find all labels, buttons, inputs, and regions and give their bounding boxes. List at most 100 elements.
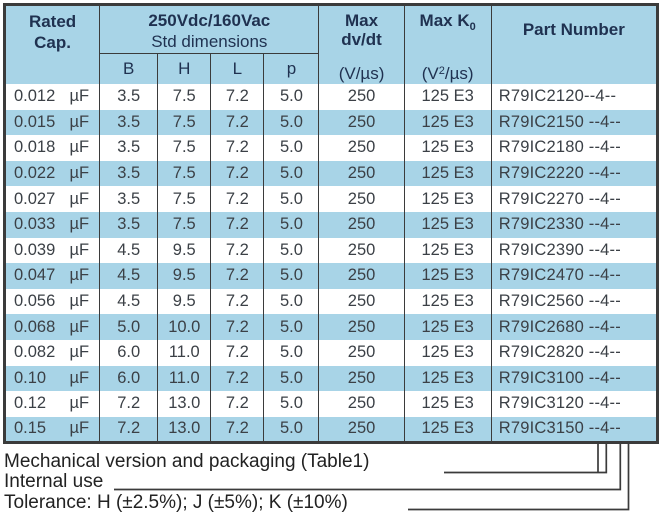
dim-b-cell: 3.5 — [99, 109, 158, 136]
cap-unit: µF — [69, 164, 90, 183]
dim-b-cell: 3.5 — [99, 186, 158, 212]
dim-p-cell: 5.0 — [263, 314, 319, 340]
cap-unit: µF — [69, 394, 90, 413]
k0-cell: 125 E3 — [403, 211, 492, 238]
dim-l-cell: 7.2 — [210, 186, 264, 212]
dim-p-cell: 5.0 — [263, 109, 319, 136]
dim-h-cell: 13.0 — [157, 416, 211, 443]
header-dimensions: 250Vdc/160Vac Std dimensions — [99, 4, 319, 54]
dvdt-cell: 250 — [318, 237, 405, 264]
rated-cap-cell: 0.047 µF — [4, 263, 100, 289]
dim-p-cell: 5.0 — [263, 135, 319, 161]
dim-l-cell: 7.2 — [210, 314, 264, 340]
k0-cell: 125 E3 — [403, 109, 492, 136]
dvdt-cell: 250 — [318, 186, 405, 212]
k0-cell: 125 E3 — [403, 391, 492, 417]
cap-value: 0.056 — [14, 292, 56, 311]
dvdt-cell: 250 — [318, 365, 405, 392]
table-row: 0.15 µF 7.2 13.0 7.2 5.0 250 125 E3 R79IC3150 --… — [4, 416, 658, 443]
dim-h-cell: 7.5 — [157, 186, 211, 212]
part-number-cell: R79IC2330 --4-- — [490, 211, 658, 238]
part-number-cell: R79IC2270 --4-- — [490, 186, 658, 212]
cap-unit: µF — [69, 240, 90, 259]
dim-h-cell: 7.5 — [157, 109, 211, 136]
rated-cap-cell: 0.027 µF — [5, 186, 100, 212]
dim-p-cell: 5.0 — [263, 391, 319, 417]
dim-h-cell: 9.5 — [157, 237, 211, 264]
max-k0-unit: (V2/µs) — [421, 64, 474, 83]
rated-cap-cell: 0.022 µF — [4, 160, 100, 187]
cap-value: 0.012 — [14, 87, 56, 106]
cap-unit: µF — [69, 138, 90, 157]
dim-b-cell: 5.0 — [99, 314, 158, 340]
part-number-cell: R79IC2820 --4-- — [490, 339, 658, 366]
rated-cap-cell: 0.15 µF — [4, 416, 100, 443]
k0-cell: 125 E3 — [403, 237, 492, 264]
rated-cap-cell: 0.068 µF — [4, 314, 100, 340]
cap-value: 0.047 — [14, 266, 56, 285]
dim-p-cell: 5.0 — [263, 160, 319, 187]
k0-cell: 125 E3 — [403, 135, 492, 161]
dim-h-cell: 7.5 — [157, 84, 211, 110]
table-row: 0.12 µF 7.2 13.0 7.2 5.0 250 125 E3 R79IC3120 --… — [5, 391, 658, 417]
dim-p-cell: 5.0 — [263, 84, 319, 110]
cap-unit: µF — [69, 317, 90, 336]
dim-b-cell: 6.0 — [99, 365, 158, 392]
dim-h-cell: 11.0 — [157, 339, 211, 366]
k0-cell: 125 E3 — [403, 186, 492, 212]
dvdt-cell: 250 — [318, 160, 405, 187]
capacitor-spec-table: Rated Cap. 250Vdc/160Vac Std dimensions … — [3, 3, 659, 444]
dimensions-subtitle: Std dimensions — [151, 32, 268, 51]
k0-cell: 125 E3 — [403, 160, 492, 187]
dim-l-cell: 7.2 — [210, 84, 264, 110]
dvdt-cell: 250 — [318, 211, 405, 238]
dim-l-cell: 7.2 — [210, 263, 264, 289]
dvdt-cell: 250 — [318, 135, 405, 161]
cap-unit: µF — [69, 343, 90, 362]
cap-unit: µF — [69, 87, 90, 106]
cap-unit: µF — [69, 112, 90, 131]
rated-cap-line2: Cap. — [34, 33, 71, 52]
dim-l-cell: 7.2 — [210, 288, 264, 315]
dim-h-cell: 10.0 — [157, 314, 211, 340]
dim-h-cell: 9.5 — [157, 263, 211, 289]
dim-b-cell: 3.5 — [99, 135, 158, 161]
cap-value: 0.027 — [14, 189, 56, 208]
part-number-cell: R79IC2180 --4-- — [490, 135, 658, 161]
table-row: 0.056 µF 4.5 9.5 7.2 5.0 250 125 E3 R79IC2560 --… — [5, 288, 658, 315]
rated-cap-line1: Rated — [28, 12, 77, 31]
header-part-number: Part Number — [490, 4, 658, 84]
dim-b-cell: 3.5 — [99, 211, 158, 238]
rated-cap-cell: 0.082 µF — [5, 340, 100, 366]
k0-cell: 125 E3 — [403, 365, 492, 392]
table-row: 0.015 µF 3.5 7.5 7.2 5.0 250 125 E3 R79IC2150 --… — [4, 109, 658, 136]
cap-value: 0.10 — [14, 368, 47, 387]
legend-mechanical-version: Mechanical version and packaging (Table1… — [4, 451, 370, 472]
rated-cap-cell: 0.015 µF — [4, 109, 100, 136]
rated-cap-cell: 0.039 µF — [5, 238, 100, 264]
header-dim-h: H — [157, 53, 211, 84]
table-row: 0.018 µF 3.5 7.5 7.2 5.0 250 125 E3 R79IC2180 --… — [5, 135, 658, 161]
header-dim-b: B — [99, 53, 158, 84]
dim-h-cell: 7.5 — [157, 135, 211, 161]
dim-b-cell: 4.5 — [99, 263, 158, 289]
cap-value: 0.039 — [14, 240, 56, 259]
cap-unit: µF — [69, 292, 90, 311]
table-row: 0.022 µF 3.5 7.5 7.2 5.0 250 125 E3 R79IC2220 --… — [4, 160, 658, 187]
header-max-k0: Max K0 (V2/µs) — [403, 4, 492, 84]
part-number-cell: R79IC2560 --4-- — [490, 288, 658, 315]
dim-l-cell: 7.2 — [210, 211, 264, 238]
part-number-cell: R79IC2390 --4-- — [490, 237, 658, 264]
table-row: 0.033 µF 3.5 7.5 7.2 5.0 250 125 E3 R79IC2330 --… — [4, 211, 658, 238]
dim-h-cell: 7.5 — [157, 160, 211, 187]
cap-value: 0.15 — [14, 419, 47, 438]
dvdt-cell: 250 — [318, 288, 405, 315]
dim-l-cell: 7.2 — [210, 135, 264, 161]
dim-l-cell: 7.2 — [210, 391, 264, 417]
legend-tolerance: Tolerance: H (±2.5%); J (±5%); K (±10%) — [4, 492, 348, 513]
max-dvdt-line2: dv/dt — [341, 30, 382, 49]
rated-cap-cell: 0.018 µF — [5, 135, 100, 161]
cap-value: 0.12 — [14, 394, 47, 413]
rated-cap-cell: 0.12 µF — [5, 391, 100, 417]
part-number-cell: R79IC3150 --4-- — [490, 416, 658, 443]
